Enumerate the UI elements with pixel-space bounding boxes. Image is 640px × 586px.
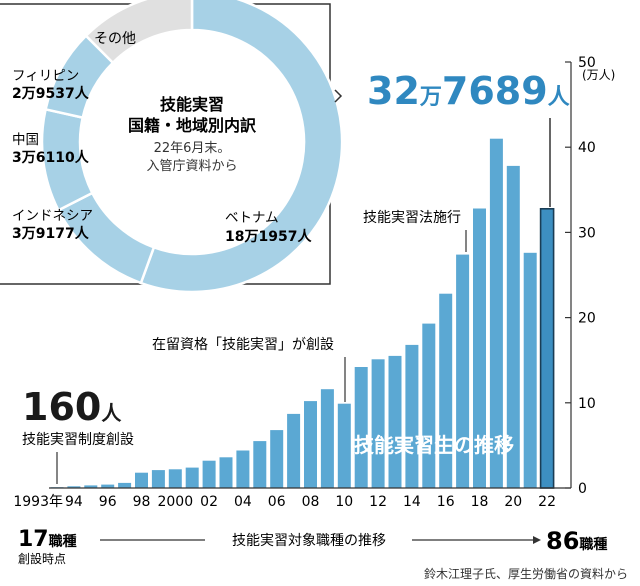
pie-title: 技能実習 bbox=[160, 95, 224, 114]
bar-2003 bbox=[219, 457, 233, 488]
bar-1994 bbox=[67, 486, 81, 488]
pie-note-2: 入管庁資料から bbox=[146, 159, 237, 174]
occ-start-note: 創設時点 bbox=[18, 551, 66, 566]
occ-end-unit: 職種 bbox=[579, 536, 607, 553]
total-bracket bbox=[334, 89, 343, 103]
x-tick-label: 94 bbox=[65, 494, 83, 510]
bar-2019 bbox=[489, 138, 503, 488]
y-tick-label: 10 bbox=[578, 396, 596, 412]
x-tick-label: 12 bbox=[369, 494, 387, 510]
donut-slice-4 bbox=[84, 0, 194, 65]
pie-value-china: 3万6110人 bbox=[12, 149, 90, 166]
bar-1998 bbox=[135, 472, 148, 488]
occ-end-value: 86職種 bbox=[546, 527, 607, 555]
occ-trend-label: 技能実習対象職種の推移 bbox=[232, 533, 386, 549]
chart-title: 技能実習生の推移 bbox=[354, 433, 514, 457]
bar-2011 bbox=[354, 367, 368, 488]
occ-arrowhead bbox=[533, 536, 541, 544]
occ-start-num: 17 bbox=[18, 527, 49, 552]
bar-1996 bbox=[101, 484, 115, 488]
x-tick-label: 02 bbox=[200, 494, 218, 510]
law-annotation: 技能実習法施行 bbox=[363, 210, 461, 226]
bar-2022 bbox=[539, 208, 555, 489]
start-annotation: 技能実習制度創設 bbox=[22, 432, 134, 448]
pie-label-china: 中国 bbox=[12, 132, 39, 148]
bar-2005 bbox=[253, 441, 267, 488]
start-num: 160 bbox=[22, 385, 101, 429]
y-tick-label: 20 bbox=[578, 311, 596, 327]
bar-2007 bbox=[287, 413, 301, 488]
y-tick-label: 50 bbox=[578, 55, 596, 71]
occ-start-unit: 職種 bbox=[49, 533, 77, 550]
bar-2021 bbox=[523, 252, 537, 488]
x-tick-label: 14 bbox=[403, 494, 421, 510]
total-value: 32万7689人 bbox=[367, 69, 570, 113]
pie-note-1: 22年6月末。 bbox=[154, 141, 231, 156]
total-num2: 7689 bbox=[442, 69, 548, 113]
y-tick-label: 30 bbox=[578, 225, 596, 241]
bar-2013 bbox=[388, 355, 402, 488]
x-tick-label: 20 bbox=[504, 494, 522, 510]
x-tick-label: 2000 bbox=[157, 494, 193, 510]
bar-2006 bbox=[270, 430, 284, 488]
occ-start-value: 17職種 bbox=[18, 527, 77, 552]
bar-2014 bbox=[405, 344, 419, 488]
pie-label-other: その他 bbox=[94, 31, 136, 47]
pie-label-indonesia: インドネシア bbox=[12, 208, 93, 224]
bar-2009 bbox=[320, 389, 334, 488]
x-tick-label: 06 bbox=[268, 494, 286, 510]
total-num1: 32 bbox=[367, 69, 420, 113]
x-tick-label: 22 bbox=[538, 494, 556, 510]
x-tick-label: 18 bbox=[471, 494, 489, 510]
bar-2016 bbox=[439, 293, 453, 488]
bar-series bbox=[50, 138, 555, 489]
x-tick-label: 98 bbox=[133, 494, 151, 510]
bar-1997 bbox=[118, 482, 132, 488]
bar-2017 bbox=[456, 254, 470, 488]
start-unit: 人 bbox=[101, 401, 122, 425]
y-tick-label: 40 bbox=[578, 140, 596, 156]
status-annotation: 在留資格「技能実習」が創設 bbox=[152, 337, 334, 353]
total-unit2: 人 bbox=[548, 85, 570, 110]
bar-2002 bbox=[202, 460, 216, 488]
bar-2020 bbox=[506, 165, 520, 488]
source-note: 鈴木江理子氏、厚生労働省の資料から bbox=[424, 566, 628, 581]
start-value: 160人 bbox=[22, 385, 122, 429]
total-unit1: 万 bbox=[419, 85, 442, 110]
occ-end-num: 86 bbox=[546, 527, 579, 555]
x-tick-label: 1993年 bbox=[13, 494, 63, 510]
pie-value-indonesia: 3万9177人 bbox=[12, 225, 90, 242]
bar-2012 bbox=[371, 359, 385, 488]
pie-value-philippines: 2万9537人 bbox=[12, 85, 90, 102]
bar-2018 bbox=[473, 208, 486, 488]
donut-slice-0 bbox=[139, 0, 344, 294]
x-tick-label: 96 bbox=[99, 494, 117, 510]
pie-subtitle: 国籍・地域別内訳 bbox=[128, 116, 257, 135]
bar-1995 bbox=[84, 485, 98, 488]
x-tick-label: 10 bbox=[335, 494, 353, 510]
x-tick-label: 04 bbox=[234, 494, 252, 510]
y-axis: 0 10 20 30 40 50 bbox=[565, 55, 596, 497]
x-tick-label: 16 bbox=[437, 494, 455, 510]
bar-2015 bbox=[422, 323, 436, 488]
bar-2008 bbox=[304, 401, 317, 488]
x-axis: 1993年 94 96 98 2000 02 04 06 08 10 12 14 16 18 20 22 bbox=[13, 487, 571, 510]
pie-value-vietnam: 18万1957人 bbox=[225, 228, 312, 245]
bar-1999 bbox=[151, 470, 165, 488]
pie-label-vietnam: ベトナム bbox=[225, 210, 279, 226]
y-unit-label: (万人) bbox=[582, 68, 615, 82]
bar-2010 bbox=[337, 403, 351, 488]
pie-label-philippines: フィリピン bbox=[12, 68, 79, 84]
bar-2000 bbox=[168, 469, 182, 488]
x-tick-label: 08 bbox=[302, 494, 320, 510]
y-tick-label: 0 bbox=[578, 481, 587, 497]
bar-2001 bbox=[185, 467, 199, 488]
donut-chart bbox=[40, 0, 344, 294]
bar-2004 bbox=[236, 450, 250, 488]
